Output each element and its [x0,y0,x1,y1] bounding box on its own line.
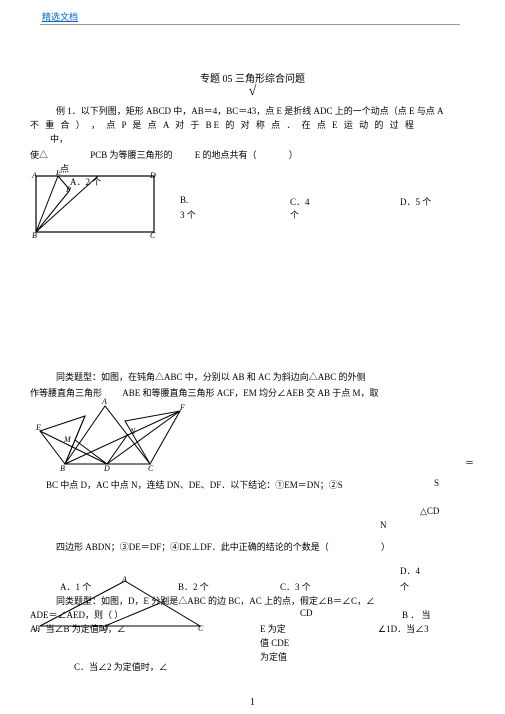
option-d-1: D．5 个 [400,195,431,208]
s-mark: S [434,478,439,488]
option-a-1: A．2 个 [70,175,101,188]
fig2-N: N [129,427,136,436]
line4-a: 使△ [30,150,48,160]
option-c-1: C．4 [290,195,310,208]
fig2-B: B [60,464,65,471]
equals-mark: ＝ [465,456,474,469]
fig1-label-D: D [149,171,156,180]
cd-mark: △CD [420,506,439,517]
example1-line3: 中， [50,132,68,145]
fig2-F: F [179,403,185,412]
line4-c: E 的地点共有（ [195,150,257,160]
p7-num: ∠1D．当∠3 [378,622,429,635]
p7-wei: 为定值 [260,650,287,663]
example1-line2: 不 重 合 ） ， 点 P 是 点 A 对 于 BE 的 对 称 点 ． 在 点… [30,118,460,131]
option-b-1: B. [180,195,188,205]
fig1-label-C: C [150,231,156,238]
page-title: 专题 05 三角形综合问题 [0,70,505,85]
fig3-A: A [121,576,127,584]
figure-2: E A F M N B D C [30,396,200,471]
page-number: 1 [0,697,505,708]
example1-line4: 使△ PCB 为等腰三角形的 E 的地点共有（ ） [30,148,460,161]
fig2-D: D [103,464,110,471]
option-c-2: C．3 个 [280,580,311,593]
line4-d: ） [289,150,298,160]
fig1-label-B: B [32,231,37,238]
problem2-line1: 同类题型：如图，在钝角△ABC 中，分别以 AB 和 AC 为斜边向△ABC 的… [56,370,466,383]
header-rule [40,24,460,25]
p7-b: B ． 当 [402,608,431,621]
example1-line1: 例 1．以下列图，矩形 ABCD 中，AB＝4，BC＝43，点 E 是折线 AD… [56,104,466,118]
fig2-A: A [101,397,107,406]
header-text: 精选文档 [42,10,78,23]
p7-e: E 为定 [260,622,286,635]
problem2-line4: 四边形 ABDN；③DE＝DF；④DE⊥DF．此中正确的结论的个数是（ ） [56,540,476,553]
p7-zhi: 值 CDE [260,636,289,649]
fig2-E: E [35,423,41,432]
fig1-label-E: E [55,170,61,177]
fig1-label-A: A [31,171,37,180]
p4-paren: ） [381,542,390,552]
line4-b: PCB 为等腰三角形的 [90,150,172,160]
option-b-1-line2: 3 个 [180,208,196,221]
p7-cd: CD [300,608,313,618]
sqrt-symbol: √ [0,84,505,100]
p4-text: 四边形 ABDN；③DE＝DF；④DE⊥DF．此中正确的结论的个数是（ [56,542,329,552]
problem3-line1: 同类题型：如图，D，E 分别是△ABC 的边 BC，AC 上的点，假定∠B＝∠C… [56,594,476,607]
fig2-C: C [148,464,154,471]
problem2-line3: BC 中点 D，AC 中点 N，连结 DN、DE、DF．以下结论：①EM＝DN；… [46,478,466,491]
problem3-optC: C．当∠2 为定值时，∠ [74,660,168,673]
n-mark: N [380,520,387,530]
option-d-2: D．4 [400,564,420,577]
option-c-1-line2: 个 [290,208,299,221]
option-ge: 个 [400,580,409,593]
fig2-M: M [63,435,72,444]
